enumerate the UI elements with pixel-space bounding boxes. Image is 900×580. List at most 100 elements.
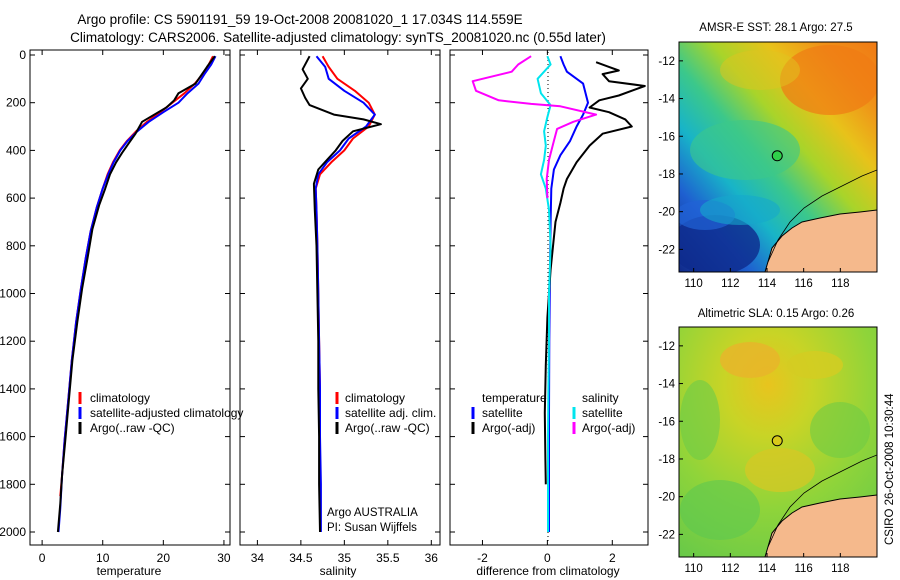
lat-tick-label: -12 [658,341,675,353]
sla-map-lon-ticks: 110 112 114 116 118 [684,553,850,575]
sst-argo-location-marker [771,150,783,162]
temperature-legend: climatology satellite-adjusted climatolo… [78,391,243,435]
salinity-plot-frame [239,49,441,546]
x-tick-label: 35.5 [376,551,400,565]
argo-raw-qc--line [299,55,382,533]
difference-plot-frame [449,49,649,546]
sst-map-panel: AMSR-E SST: 28.1 Argo: 27.5 110 112 114 116… [658,22,878,290]
side-caption: CSIRO 26-Oct-2008 10:30:44 [884,393,896,545]
lat-tick-label: -16 [658,131,675,143]
difference-legend-temp-satellite: satellite [482,406,523,420]
salinity-annotation-program: Argo AUSTRALIA [327,507,418,519]
y-tick-label: 1600 [0,430,26,444]
x-tick-label: 20 [157,551,171,565]
salinity-legend: climatology satellite adj. clim. Argo(..… [335,391,436,435]
figure-title-line2: Climatology: CARS2006. Satellite-adjuste… [70,30,606,45]
sst-map-frame [678,41,878,273]
salinity-axis-label: salinity [320,564,357,578]
lat-tick-label: -12 [658,56,675,68]
lon-tick-label: 112 [721,278,739,290]
salinity-annotation-pi: PI: Susan Wijffels [327,522,417,534]
difference-legend-header-salinity: salinity [582,391,619,405]
salinity-argo-adj--line [471,55,598,199]
sst-map-shelf-contour [767,169,877,263]
sla-argo-location-marker [771,435,783,447]
y-tick-label: 1000 [0,287,26,301]
sla-map-land [765,495,877,557]
lon-tick-label: 110 [684,278,702,290]
sla-map-frame [678,326,878,558]
salinity-satellite-line [536,55,552,532]
difference-axis-label: difference from climatology [476,564,619,578]
lat-tick-label: -16 [658,416,675,428]
sst-map-land [765,210,877,272]
temperature-profiles [56,55,217,533]
y-tick-label: 400 [6,143,26,157]
salinity-legend-argo: Argo(..raw -QC) [345,421,430,435]
sla-map-lat-ticks: -12 -14 -16 -18 -20 -22 [658,341,683,541]
x-tick-label: 36 [425,551,439,565]
temperature-legend-argo: Argo(..raw -QC) [90,421,175,435]
x-tick-label: 34 [251,551,265,565]
lat-tick-label: -14 [658,94,675,106]
lon-tick-label: 118 [831,278,849,290]
lon-tick-label: 118 [831,563,849,575]
x-tick-label: 0 [544,551,551,565]
y-tick-label: 1400 [0,382,26,396]
temperature-panel: 0 200 400 600 800 1000 1200 1400 1600 1800 2000 0 1… [0,48,243,578]
difference-panel: -2 0 2 difference from climatology tempera… [449,49,649,578]
difference-x-ticks: -2 0 2 [477,50,616,565]
lat-tick-label: -22 [658,244,675,256]
difference-profiles [471,55,646,532]
y-tick-label: 2000 [0,525,26,539]
lon-tick-label: 112 [721,563,739,575]
figure-title-line1: Argo profile: CS 5901191_59 19-Oct-2008 … [77,12,522,27]
salinity-x-ticks: 34 34.5 35 35.5 36 [251,50,439,565]
sst-map-title: AMSR-E SST: 28.1 Argo: 27.5 [699,22,852,34]
difference-legend-temp-argo: Argo(-adj) [482,421,535,435]
y-tick-label: 1200 [0,334,26,348]
sst-map-lon-ticks: 110 112 114 116 118 [684,268,850,290]
sla-map-coastline [764,494,877,557]
sla-map-shelf-contour [767,454,877,548]
temperature-argo-adj--line [543,61,646,485]
temperature-axis-label: temperature [97,564,162,578]
lon-tick-label: 116 [794,563,812,575]
lat-tick-label: -18 [658,454,675,466]
lon-tick-label: 116 [794,278,812,290]
salinity-legend-satellite: satellite adj. clim. [345,406,436,420]
x-tick-label: -2 [477,551,488,565]
x-tick-label: 10 [96,551,110,565]
difference-legend-sal-argo: Argo(-adj) [582,421,635,435]
y-tick-label: 200 [6,96,26,110]
lon-tick-label: 110 [684,563,702,575]
sla-map-title: Altimetric SLA: 0.15 Argo: 0.26 [698,308,855,320]
sst-map-coastline [764,209,877,272]
sla-map-panel: Altimetric SLA: 0.15 Argo: 0.26 110 112 11… [658,308,878,575]
temperature-x-ticks: 0 10 20 30 [39,50,231,565]
satellite-adj-clim--line [314,55,376,532]
lat-tick-label: -20 [658,492,675,504]
sst-map-lat-ticks: -12 -14 -16 -18 -20 -22 [658,56,683,256]
argo-raw-qc--line [56,55,216,533]
difference-legend-header-temperature: temperature [482,391,547,405]
temperature-depth-ticks: 0 200 400 600 800 1000 1200 1400 1600 1800 2000 [0,48,230,539]
temperature-plot-frame [29,49,231,546]
lon-tick-label: 114 [758,278,777,290]
temperature-satellite-line [548,55,589,532]
x-tick-label: 0 [39,551,46,565]
lat-tick-label: -18 [658,169,675,181]
difference-legend: temperature salinity satellite Argo(-adj… [471,391,635,435]
x-tick-label: 35 [338,551,352,565]
salinity-legend-climatology: climatology [345,391,405,405]
lat-tick-label: -20 [658,207,675,219]
sst-map-image [679,42,877,272]
y-tick-label: 800 [6,239,26,253]
lat-tick-label: -22 [658,529,675,541]
x-tick-label: 2 [609,551,616,565]
y-tick-label: 600 [6,191,26,205]
x-tick-label: 30 [217,551,231,565]
lat-tick-label: -14 [658,379,675,391]
salinity-profiles [299,55,382,533]
